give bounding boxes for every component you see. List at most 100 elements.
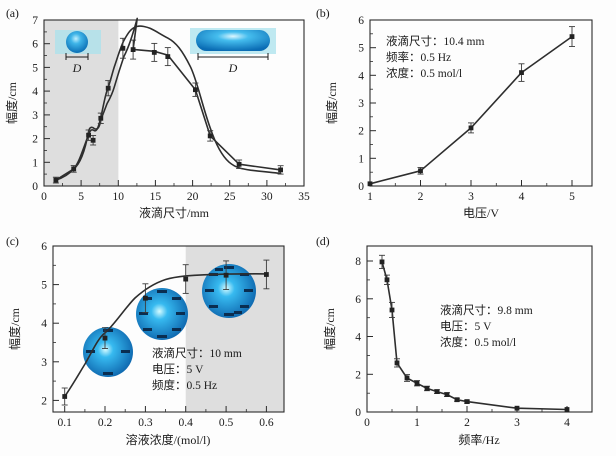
- panel-a-ytick-3: 3: [32, 110, 38, 122]
- panel-b-tag: (b): [316, 6, 330, 20]
- panel-c-ytick-3: 5: [41, 280, 47, 292]
- panel-d-markers: [379, 259, 570, 412]
- panel-d-xtick-1: 1: [414, 417, 420, 429]
- panel-b-xtick-1: 2: [418, 191, 424, 203]
- panel-a-xtick-1: 5: [78, 191, 84, 203]
- panel-b-errorbars: [369, 26, 575, 185]
- panel-b-xtick-0: 1: [367, 191, 373, 203]
- panel-b-y-ticks: 0 1 2 3 4 5 6: [358, 15, 376, 193]
- panel-a-xtick-6: 30: [261, 191, 273, 203]
- panel-a-tag: (a): [6, 6, 19, 20]
- panel-d-ytick-0: 0: [355, 407, 361, 419]
- panel-b-xlabel: 电压/V: [463, 206, 499, 220]
- panel-a-xtick-2: 10: [113, 191, 125, 203]
- panel-b-ytick-2: 2: [358, 126, 364, 138]
- panel-c-xtick-3: 0.4: [179, 417, 194, 429]
- panel-b-ytick-6: 6: [358, 15, 364, 27]
- panel-d-axes: [366, 245, 593, 413]
- panel-c-xtick-1: 0.2: [98, 417, 113, 429]
- panel-a-y-ticks: 0 1 2 3 4 5 6 7: [32, 15, 50, 193]
- chart-panel-c: (c): [0, 228, 310, 456]
- panel-d-ytick-1: 2: [355, 369, 361, 381]
- panel-c-plot: 0.1 0.2 0.3 0.4 0.5 0.6 2 3 4 5: [7, 241, 285, 447]
- panel-b-ytick-3: 3: [358, 98, 364, 110]
- panel-c-tag: (c): [6, 234, 19, 248]
- panel-d-y-ticks: 0 2 4 6 8: [355, 256, 373, 419]
- panel-b-ytick-0: 0: [358, 181, 364, 193]
- panel-a-ytick-2: 2: [32, 134, 38, 146]
- panel-c-axes: [52, 245, 285, 413]
- panel-b-ylabel: 幅度/cm: [324, 81, 339, 124]
- panel-b-xtick-2: 3: [468, 191, 474, 203]
- panel-b-annot-2: 浓度：0.5 mol/l: [386, 66, 462, 80]
- panel-d-xtick-3: 3: [514, 417, 520, 429]
- panel-d-xtick-0: 0: [364, 417, 370, 429]
- panel-a-ylabel: 幅度/cm: [4, 81, 19, 124]
- panel-c-y-ticks: 2 3 4 5 6: [41, 241, 59, 407]
- chart-panel-b: (b) 1 2 3 4 5: [310, 0, 616, 228]
- panel-a-plot: 0 5 10 15 20 25 30 35: [4, 15, 310, 220]
- panel-c-ytick-4: 6: [41, 241, 47, 253]
- panel-a-inset-large-label: D: [228, 61, 238, 75]
- panel-c-series: [63, 273, 268, 398]
- panel-a-ytick-5: 5: [32, 62, 38, 74]
- panel-a-markers: [53, 45, 283, 183]
- panel-d-ylabel: 幅度/cm: [322, 307, 337, 350]
- panel-a-xtick-7: 35: [298, 191, 310, 203]
- panel-b-xtick-4: 5: [569, 191, 575, 203]
- chart-panel-d: (d) 0 1 2 3 4: [310, 228, 616, 456]
- panel-d-xtick-2: 2: [464, 417, 470, 429]
- panel-c-ytick-0: 2: [41, 395, 47, 407]
- panel-c-markers: [62, 272, 269, 399]
- panel-a-inset-flat-droplet: D: [190, 28, 276, 75]
- panel-c-annot-0: 液滴尺寸：10 mm: [152, 346, 242, 360]
- panel-d-ytick-3: 6: [355, 294, 361, 306]
- panel-c-annot-1: 电压：5 V: [152, 363, 204, 376]
- panel-d-xlabel: 频率/Hz: [458, 432, 499, 447]
- panel-c-annotations: 液滴尺寸：10 mm 电压：5 V 频度：0.5 Hz: [152, 346, 242, 392]
- panel-a-ytick-1: 1: [32, 157, 38, 169]
- panel-d-ytick-2: 4: [355, 332, 361, 344]
- panel-a-ytick-0: 0: [32, 181, 38, 193]
- panel-b-markers: [367, 34, 575, 187]
- panel-b-annotations: 液滴尺寸：10.4 mm 频率：0.5 Hz 浓度：0.5 mol/l: [386, 34, 484, 80]
- panel-c-inset-droplet-2: [136, 288, 188, 340]
- panel-a-xtick-4: 20: [187, 191, 199, 203]
- panel-a-ytick-7: 7: [32, 15, 38, 27]
- panel-a-inset-round-droplet: D: [55, 30, 101, 75]
- chart-panel-a: (a): [0, 0, 310, 228]
- panel-c-ytick-1: 3: [41, 357, 47, 369]
- panel-b-plot: 1 2 3 4 5 0 1: [324, 15, 593, 220]
- panel-d-annot-2: 浓度：0.5 mol/l: [440, 335, 516, 349]
- panel-c-inset-droplet-1: [83, 327, 133, 377]
- panel-c-annot-2: 频度：0.5 Hz: [152, 378, 217, 392]
- panel-a-xtick-3: 15: [150, 191, 162, 203]
- panel-d-xtick-4: 4: [564, 417, 570, 429]
- panel-c-ylabel: 幅度/cm: [7, 307, 22, 350]
- panel-c-xtick-0: 0.1: [58, 417, 73, 429]
- panel-c-xtick-4: 0.5: [219, 417, 234, 429]
- panel-b-xtick-3: 4: [519, 191, 525, 203]
- panel-d-plot: 0 1 2 3 4 0 2 4 6 8: [322, 245, 593, 447]
- panel-a-ytick-4: 4: [32, 86, 38, 98]
- panel-c-ytick-2: 4: [41, 318, 47, 330]
- panel-a-xtick-5: 25: [224, 191, 236, 203]
- panel-c-x-ticks: 0.1 0.2 0.3 0.4 0.5 0.6: [58, 406, 274, 429]
- panel-d-ytick-4: 8: [355, 256, 361, 268]
- panel-b-annot-1: 频率：0.5 Hz: [386, 50, 451, 64]
- panel-b-ytick-4: 4: [358, 70, 364, 82]
- panel-c-xlabel: 溶液浓度/(mol/l): [126, 432, 211, 447]
- panel-a-xtick-0: 0: [41, 191, 47, 203]
- panel-d-tag: (d): [316, 234, 330, 248]
- panel-c-inset-droplet-3: [202, 264, 256, 318]
- panel-d-annot-1: 电压：5 V: [440, 320, 492, 333]
- panel-d-x-ticks: 0 1 2 3 4: [364, 406, 570, 429]
- panel-a-ytick-6: 6: [32, 39, 38, 51]
- panel-a-inset-small-label: D: [72, 61, 82, 75]
- panel-d-series: [381, 261, 568, 411]
- panel-b-ytick-5: 5: [358, 43, 364, 55]
- panel-b-annot-0: 液滴尺寸：10.4 mm: [386, 34, 484, 48]
- panel-b-ytick-1: 1: [358, 153, 364, 165]
- panel-b-x-ticks: 1 2 3 4 5: [367, 180, 575, 203]
